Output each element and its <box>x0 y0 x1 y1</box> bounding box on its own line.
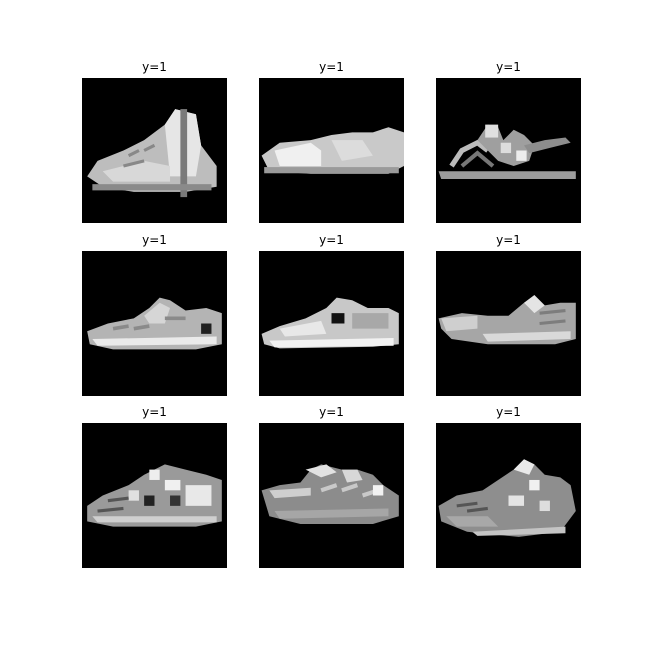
panel-title: y=1 <box>319 233 344 247</box>
panel-8: y=1 <box>259 403 404 568</box>
panel-5: y=1 <box>259 231 404 396</box>
panel-1: y=1 <box>82 58 227 223</box>
panel-2: y=1 <box>259 58 404 223</box>
panel-title: y=1 <box>496 233 521 247</box>
panel-title: y=1 <box>319 405 344 419</box>
shoe-image-sneaker <box>436 251 581 396</box>
shoe-image-sneaker <box>259 423 404 568</box>
shoe-image-strappy-sandal <box>436 78 581 223</box>
panel-9: y=1 <box>436 403 581 568</box>
shoe-image-sneaker <box>259 251 404 396</box>
panel-6: y=1 <box>436 231 581 396</box>
shoe-image-sneaker <box>82 423 227 568</box>
panel-4: y=1 <box>82 231 227 396</box>
panel-title: y=1 <box>496 405 521 419</box>
shoe-image-sneaker <box>82 251 227 396</box>
panel-title: y=1 <box>142 405 167 419</box>
shoe-image-sneaker <box>436 423 581 568</box>
panel-7: y=1 <box>82 403 227 568</box>
panel-title: y=1 <box>496 60 521 74</box>
panel-title: y=1 <box>142 60 167 74</box>
panel-title: y=1 <box>319 60 344 74</box>
panel-title: y=1 <box>142 233 167 247</box>
panel-3: y=1 <box>436 58 581 223</box>
shoe-image-high-top-sneaker <box>82 78 227 223</box>
shoe-image-slip-on-sneaker <box>259 78 404 223</box>
